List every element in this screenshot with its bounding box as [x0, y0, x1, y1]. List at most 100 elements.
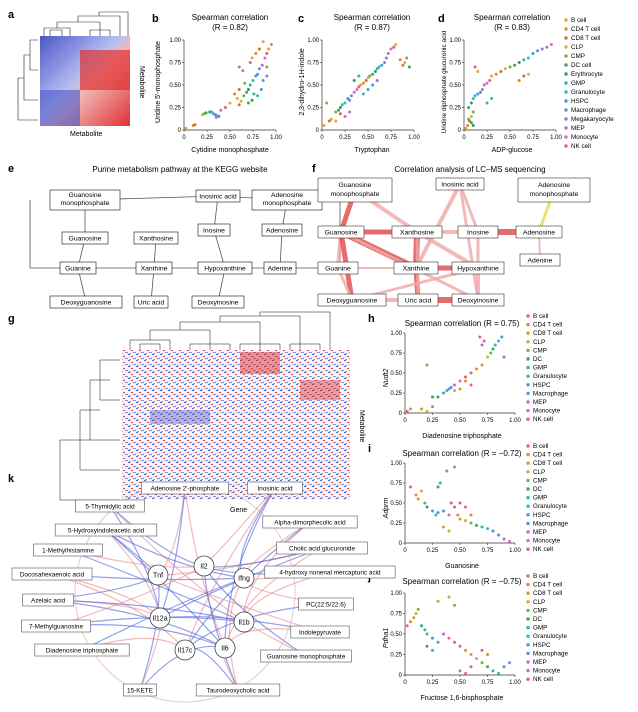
panel-letter: d: [438, 13, 445, 25]
data-point: [480, 88, 484, 91]
data-point: [469, 115, 473, 118]
network-node-box: [451, 293, 505, 307]
metabolite-node-box: [33, 543, 103, 557]
data-point: [414, 493, 418, 497]
data-point: [469, 521, 473, 525]
x-tick-label: 0.50: [504, 135, 516, 141]
legend-label: Erythrocyte: [571, 71, 603, 78]
axis-label-x: Diadenosine triphosphate: [422, 433, 501, 440]
data-point: [420, 624, 423, 628]
legend-swatch: [564, 117, 568, 121]
network-edge: [109, 505, 245, 623]
data-point: [193, 123, 197, 127]
network-edge: [184, 521, 311, 651]
data-point: [322, 124, 326, 127]
network-node-label: monophosphate: [530, 191, 579, 198]
y-tick-label: 0.25: [390, 521, 402, 527]
data-point: [494, 72, 498, 76]
x-tick-label: 0.50: [454, 418, 466, 424]
network-node-label: Inosine: [467, 230, 489, 237]
network-node-box: [317, 225, 365, 239]
data-point: [447, 513, 451, 517]
legend-label: MEP: [571, 125, 585, 132]
data-point: [536, 49, 540, 53]
legend-label: GMP: [571, 80, 585, 87]
legend-label: DC: [533, 616, 543, 623]
network-node-label: Xanthosine: [400, 230, 434, 237]
data-point: [467, 117, 471, 121]
data-point: [405, 624, 409, 628]
data-point: [469, 653, 473, 656]
x-tick-label: 1.00: [509, 418, 521, 424]
pathway-node-label: Deoxyguanosine: [61, 300, 112, 307]
metabolite-node-box: [22, 593, 74, 607]
data-point: [486, 355, 489, 359]
metabolite-node-box: [195, 683, 281, 697]
data-point: [480, 648, 484, 652]
data-point: [522, 58, 526, 62]
data-point: [398, 58, 402, 62]
network-node-box: [317, 177, 393, 203]
data-point: [431, 636, 434, 640]
data-point: [464, 648, 467, 652]
gene-node: [147, 564, 169, 586]
pathway-node-label: Adenosine: [266, 228, 298, 235]
data-point: [540, 47, 544, 51]
pathway-node-box: [61, 231, 109, 245]
y-tick-label: 0.25: [390, 653, 402, 659]
pathway-node-box: [197, 261, 253, 275]
data-point: [261, 40, 265, 44]
network-node-label: Hypoxanthine: [457, 266, 499, 273]
metabolite-labels: Adenosine 2'-phosphate Inosinic acid 5-Thy…: [11, 481, 396, 697]
network-node-label: Xanthine: [403, 266, 430, 273]
legend-swatch: [564, 108, 568, 112]
metabolite-node-label: Azelaic acid: [31, 598, 66, 605]
data-point: [267, 47, 271, 51]
pathway-node-box: [133, 231, 179, 245]
data-point: [480, 363, 484, 367]
y-tick-label: 0.75: [307, 61, 319, 67]
legend-label: CD4 T cell: [571, 26, 600, 33]
legend-swatch: [526, 478, 530, 483]
legend-label: B cell: [533, 443, 548, 450]
data-point: [469, 383, 473, 387]
data-point: [338, 106, 342, 109]
y-tick-label: 0: [399, 673, 403, 679]
pathway-node-label: Hypoxanthine: [204, 266, 246, 273]
data-point: [343, 115, 347, 118]
panel-letter: g: [8, 313, 15, 325]
data-point: [453, 389, 456, 393]
data-point: [497, 671, 500, 675]
pathway-node-box: [59, 261, 97, 275]
x-tick-label: 1.00: [408, 135, 420, 141]
data-point: [447, 636, 451, 640]
legend-swatch: [526, 322, 530, 327]
data-point: [263, 56, 267, 60]
data-point: [409, 485, 412, 489]
metabolite-node-box: [54, 523, 158, 537]
data-point: [327, 119, 331, 123]
data-point: [431, 395, 434, 399]
x-tick-label: 0.75: [247, 135, 259, 141]
x-tick-label: 1.00: [509, 680, 521, 686]
legend-label: CLP: [571, 44, 583, 51]
data-point: [371, 72, 375, 76]
pathway-node-box: [49, 295, 123, 309]
gene-node-label: Ifng: [238, 576, 250, 583]
panel-g: g Metabolite Gene: [8, 311, 365, 514]
chart-title: Spearman correlation: [192, 13, 268, 22]
x-tick-label: 0.75: [482, 680, 494, 686]
pathway-node-box: [261, 223, 303, 237]
legend-swatch: [526, 331, 530, 335]
data-point: [248, 61, 252, 64]
legend-label: B cell: [533, 313, 548, 320]
data-point: [436, 511, 440, 515]
data-point: [469, 101, 473, 105]
legend-swatch: [526, 400, 530, 404]
metabolite-node-label: Indolepyruvate: [299, 630, 341, 637]
data-point: [502, 355, 506, 359]
metabolite-node-box: [75, 499, 145, 513]
data-point: [246, 101, 250, 105]
data-point: [386, 52, 390, 55]
legend-swatch: [526, 374, 530, 378]
